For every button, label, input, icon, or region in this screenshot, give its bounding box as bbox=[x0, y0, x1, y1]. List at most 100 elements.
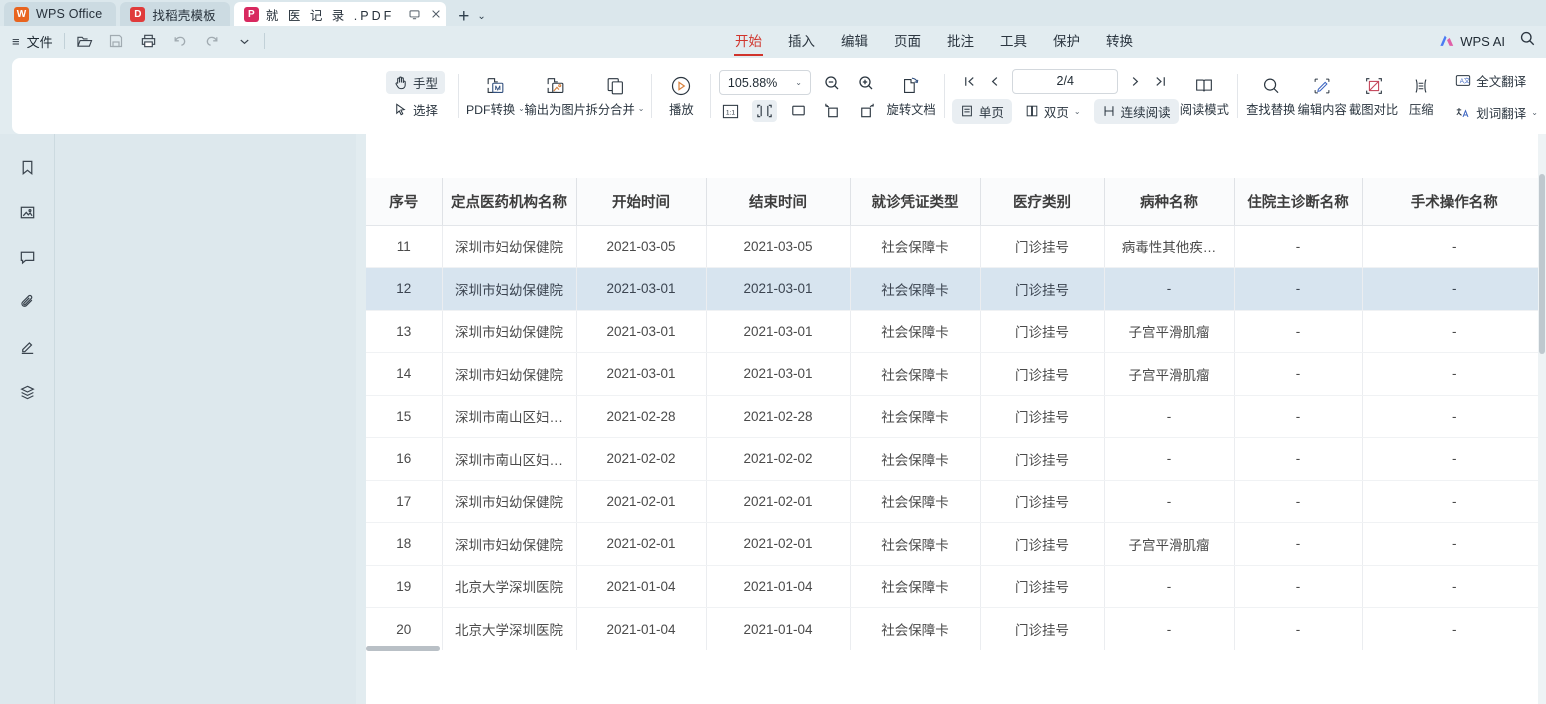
divider bbox=[710, 74, 712, 118]
cell-main-diagnosis: - bbox=[1234, 395, 1363, 438]
continuous-reading-button[interactable]: 连续阅读 bbox=[1093, 98, 1179, 124]
tab-wps-office[interactable]: W WPS Office bbox=[4, 2, 117, 26]
first-page-icon[interactable] bbox=[962, 74, 977, 89]
pdf-convert-button[interactable]: PDF转换 ⌄ bbox=[466, 71, 525, 122]
ribbon-tab-tools[interactable]: 工具 bbox=[1000, 33, 1027, 49]
vertical-scrollbar-thumb[interactable] bbox=[1539, 174, 1545, 354]
table-row[interactable]: 15 深圳市南山区妇… 2021-02-28 2021-02-28 社会保障卡 … bbox=[366, 395, 1546, 438]
cell-institution: 深圳市妇幼保健院 bbox=[442, 225, 577, 268]
cell-disease-name: 子宫平滑肌瘤 bbox=[1104, 310, 1235, 353]
next-page-icon[interactable] bbox=[1128, 74, 1143, 89]
table-row[interactable]: 13 深圳市妇幼保健院 2021-03-01 2021-03-01 社会保障卡 … bbox=[366, 310, 1546, 353]
reading-mode-button[interactable]: 阅读模式 bbox=[1179, 71, 1230, 122]
tab-docer-template[interactable]: D 找稻壳模板 bbox=[120, 2, 230, 26]
table-row[interactable]: 20 北京大学深圳医院 2021-01-04 2021-01-04 社会保障卡 … bbox=[366, 607, 1546, 650]
restore-icon[interactable] bbox=[408, 8, 421, 21]
cell-main-diagnosis: - bbox=[1234, 565, 1363, 608]
save-icon[interactable] bbox=[108, 33, 125, 50]
customize-chevron-icon[interactable] bbox=[236, 33, 253, 50]
export-image-label: 输出为图片 bbox=[524, 102, 586, 117]
tab-pdf-document[interactable]: P 就 医 记 录 .PDF bbox=[233, 2, 447, 26]
search-icon[interactable] bbox=[1519, 30, 1536, 52]
reading-mode-label: 阅读模式 bbox=[1179, 102, 1229, 117]
rotate-document-button[interactable]: 旋转文档 bbox=[885, 71, 936, 122]
signature-icon[interactable] bbox=[14, 334, 40, 360]
cell-index: 15 bbox=[366, 395, 443, 438]
screenshot-compare-button[interactable]: 截图对比 bbox=[1348, 71, 1399, 122]
layers-icon[interactable] bbox=[14, 379, 40, 405]
wps-ai-icon bbox=[1440, 35, 1454, 46]
translate-group: A 文 全文翻译 划词翻译 ⌄ bbox=[1447, 68, 1546, 125]
edit-content-button[interactable]: 编辑内容 bbox=[1296, 71, 1347, 122]
horizontal-scroll-indicator[interactable] bbox=[366, 646, 440, 651]
redo-icon[interactable] bbox=[204, 33, 221, 50]
open-folder-icon[interactable] bbox=[76, 33, 93, 50]
wps-ai-button[interactable]: WPS AI bbox=[1439, 34, 1505, 49]
play-button[interactable]: 播放 bbox=[659, 71, 703, 122]
document-viewport[interactable]: 序号 定点医药机构名称 开始时间 结束时间 就诊凭证类型 医疗类别 病种名称 住… bbox=[356, 134, 1546, 704]
table-row[interactable]: 17 深圳市妇幼保健院 2021-02-01 2021-02-01 社会保障卡 … bbox=[366, 480, 1546, 523]
chevron-down-icon[interactable]: ⌄ bbox=[637, 104, 645, 113]
attachment-icon[interactable] bbox=[14, 289, 40, 315]
fit-page-icon[interactable] bbox=[752, 100, 778, 122]
tab-strip: W WPS Office D 找稻壳模板 P 就 医 记 录 .PDF bbox=[0, 0, 1546, 26]
file-menu-label[interactable]: 文件 bbox=[26, 34, 53, 50]
page-indicator[interactable]: 2/4 bbox=[1012, 68, 1119, 94]
fit-width-icon[interactable] bbox=[786, 100, 811, 122]
ribbon-tab-page[interactable]: 页面 bbox=[894, 33, 921, 49]
zoom-level-select[interactable]: 105.88% ⌄ bbox=[718, 70, 811, 95]
chevron-down-icon[interactable]: ⌄ bbox=[518, 104, 525, 113]
ribbon-tab-insert[interactable]: 插入 bbox=[788, 33, 815, 49]
cell-index: 12 bbox=[366, 267, 443, 311]
new-tab-button[interactable]: + bbox=[458, 6, 470, 27]
prev-page-icon[interactable] bbox=[987, 74, 1002, 89]
tab-list-chevron-icon[interactable]: ⌄ bbox=[477, 11, 486, 22]
full-translate-button[interactable]: A 文 全文翻译 bbox=[1447, 68, 1534, 93]
compress-button[interactable]: 压缩 bbox=[1399, 71, 1443, 122]
table-row[interactable]: 19 北京大学深圳医院 2021-01-04 2021-01-04 社会保障卡 … bbox=[366, 565, 1546, 608]
svg-text:文: 文 bbox=[1464, 77, 1471, 85]
file-menu-group[interactable]: ≡ 文件 bbox=[0, 32, 53, 51]
table-row[interactable]: 18 深圳市妇幼保健院 2021-02-01 2021-02-01 社会保障卡 … bbox=[366, 522, 1546, 566]
cell-start-time: 2021-02-01 bbox=[576, 522, 707, 566]
comment-icon[interactable] bbox=[14, 244, 40, 270]
last-page-icon[interactable] bbox=[1153, 74, 1168, 89]
table-row[interactable]: 14 深圳市妇幼保健院 2021-03-01 2021-03-01 社会保障卡 … bbox=[366, 352, 1546, 396]
actual-size-icon[interactable]: 1:1 bbox=[718, 100, 743, 122]
chevron-down-icon[interactable]: ⌄ bbox=[1073, 106, 1081, 116]
hamburger-icon[interactable]: ≡ bbox=[12, 33, 20, 49]
rotate-document-label: 旋转文档 bbox=[886, 102, 936, 117]
print-icon[interactable] bbox=[140, 33, 157, 50]
export-image-button[interactable]: 输出为图片 bbox=[524, 71, 586, 122]
zoom-in-icon[interactable] bbox=[854, 72, 879, 94]
split-merge-label: 拆分合并 bbox=[585, 102, 635, 117]
single-page-button[interactable]: 单页 bbox=[951, 98, 1012, 124]
thumbnail-icon[interactable] bbox=[14, 199, 40, 225]
cell-start-time: 2021-01-04 bbox=[576, 565, 707, 608]
table-row-selected[interactable]: 12 深圳市妇幼保健院 2021-03-01 2021-03-01 社会保障卡 … bbox=[366, 267, 1546, 311]
table-row[interactable]: 11 深圳市妇幼保健院 2021-03-05 2021-03-05 社会保障卡 … bbox=[366, 225, 1546, 268]
rotate-right-icon[interactable] bbox=[854, 100, 879, 122]
find-replace-button[interactable]: 查找替换 bbox=[1245, 71, 1296, 122]
double-page-button[interactable]: 双页 ⌄ bbox=[1017, 99, 1089, 124]
split-merge-button[interactable]: 拆分合并 ⌄ bbox=[585, 71, 645, 122]
ribbon-tab-annotate[interactable]: 批注 bbox=[947, 33, 974, 49]
cell-start-time: 2021-02-02 bbox=[576, 437, 707, 481]
bookmark-icon[interactable] bbox=[14, 154, 40, 180]
ribbon-tab-edit[interactable]: 编辑 bbox=[841, 33, 868, 49]
ribbon-tab-start[interactable]: 开始 bbox=[734, 30, 763, 56]
select-tool-button[interactable]: 选择 bbox=[386, 98, 445, 121]
rotate-left-icon[interactable] bbox=[820, 100, 845, 122]
zoom-out-icon[interactable] bbox=[820, 72, 845, 94]
undo-icon[interactable] bbox=[172, 33, 189, 50]
word-translate-button[interactable]: 划词翻译 ⌄ bbox=[1447, 100, 1546, 125]
chevron-down-icon[interactable]: ⌄ bbox=[1531, 107, 1538, 117]
play-label: 播放 bbox=[669, 102, 694, 117]
ribbon-tab-convert[interactable]: 转换 bbox=[1106, 33, 1133, 49]
vertical-scrollbar[interactable] bbox=[1538, 134, 1546, 704]
close-icon[interactable] bbox=[430, 8, 442, 20]
hand-tool-button[interactable]: 手型 bbox=[386, 71, 446, 94]
table-row[interactable]: 16 深圳市南山区妇… 2021-02-02 2021-02-02 社会保障卡 … bbox=[366, 437, 1546, 481]
ribbon-tab-protect[interactable]: 保护 bbox=[1053, 33, 1080, 49]
chevron-down-icon[interactable]: ⌄ bbox=[795, 78, 802, 87]
